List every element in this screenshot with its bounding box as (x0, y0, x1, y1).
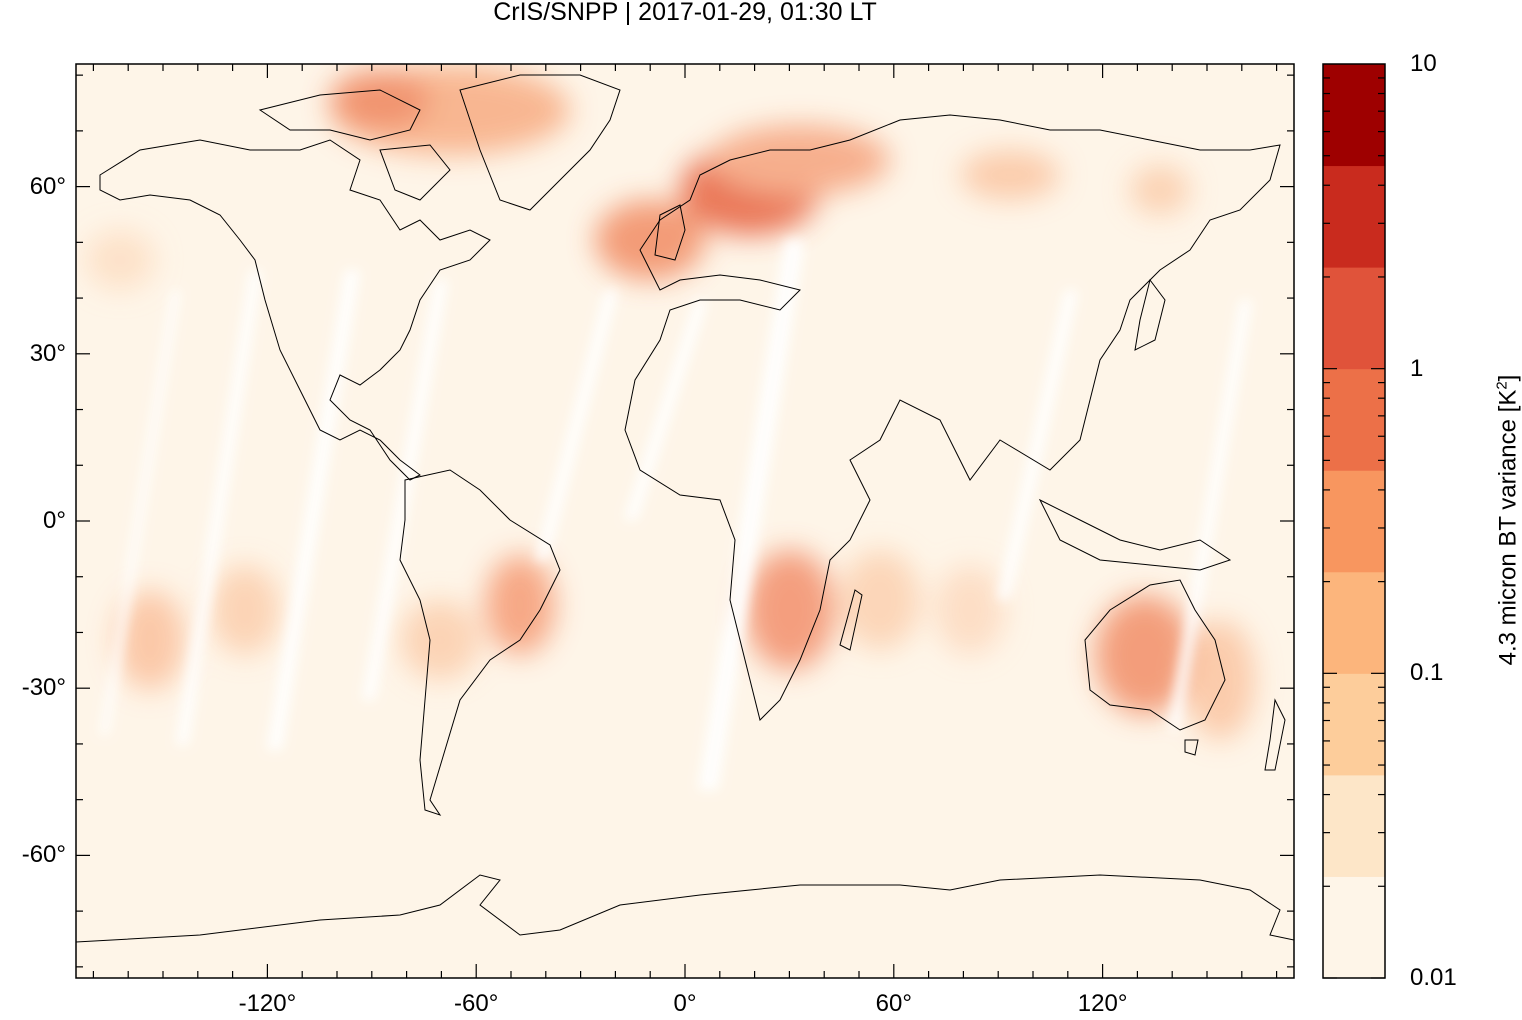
colorbar-segment (1323, 876, 1385, 979)
y-tick-label: 30° (29, 339, 66, 367)
colorbar-frame (1322, 63, 1386, 979)
coast-baffin (379, 144, 451, 201)
coast-indonesia (1038, 498, 1232, 571)
coast-arctic-islands (258, 89, 421, 141)
colorbar-segment (1323, 165, 1385, 268)
colorbar-segment (1323, 267, 1385, 370)
hotspot-south-atlantic (400, 600, 480, 680)
hotspot-north-atlantic (595, 200, 705, 280)
coast-greenland (459, 74, 621, 211)
colorbar-segment (1323, 470, 1385, 573)
colorbar-segment (1323, 64, 1385, 167)
hotspot-north-asia (1130, 165, 1190, 215)
colorbar-tick-label: 0.01 (1410, 964, 1457, 991)
variance-field (85, 65, 1255, 740)
chart-title: CrIS/SNPP | 2017-01-29, 01:30 LT (493, 0, 877, 26)
hotspot-south-pacific-2 (210, 565, 280, 655)
hotspot-brazil (485, 555, 555, 655)
x-tick-label: 60° (875, 990, 912, 1017)
y-tick-label: -60° (21, 841, 66, 869)
colorbar-ticks (1323, 77, 1385, 979)
coast-japan (1134, 278, 1166, 351)
colorbar-title: 4.3 micron BT variance [K2] (1493, 374, 1522, 666)
hotspot-australia (1095, 595, 1195, 715)
colorbar-segment (1323, 368, 1385, 471)
hotspot-north-pacific (85, 230, 155, 290)
colorbar (1323, 64, 1385, 979)
coast-eurasia-africa (624, 114, 1281, 721)
coast-new-zealand (1264, 698, 1286, 771)
hotspot-southern-africa (745, 550, 835, 670)
colorbar-tick-label: 1 (1410, 354, 1424, 382)
coast-australia (1084, 579, 1226, 731)
y-tick-label: -30° (21, 674, 66, 702)
hotspot-russia (710, 125, 890, 195)
y-tick-label: 60° (29, 172, 66, 200)
y-tick-label: 0° (43, 507, 66, 534)
x-tick-label: 120° (1077, 990, 1128, 1017)
coast-north-america (99, 139, 491, 481)
hotspot-south-pacific-1 (115, 590, 185, 690)
axis-ticks (76, 64, 1294, 978)
colorbar-segment (1323, 774, 1385, 877)
coast-south-america (399, 469, 561, 816)
coast-tasmania (1184, 739, 1199, 756)
x-tick-label: -120° (238, 990, 297, 1017)
colorbar-tick-label: 10 (1410, 50, 1437, 77)
hotspot-west-siberia (960, 150, 1060, 200)
coastlines (76, 74, 1294, 943)
coast-uk (654, 204, 686, 261)
colorbar-segment (1323, 673, 1385, 776)
hotspot-tasman (1185, 620, 1255, 740)
x-tick-label: 0° (673, 990, 697, 1017)
x-tick-label: -60° (454, 990, 499, 1017)
coast-madagascar (839, 589, 863, 651)
colorbar-tick-label: 0.1 (1410, 659, 1444, 687)
colorbar-segment (1323, 571, 1385, 674)
hotspot-canada-arctic (330, 70, 430, 130)
hotspot-south-indian (935, 565, 1005, 655)
hotspot-indian-ocean (840, 550, 920, 650)
coast-antarctica (76, 874, 1294, 943)
